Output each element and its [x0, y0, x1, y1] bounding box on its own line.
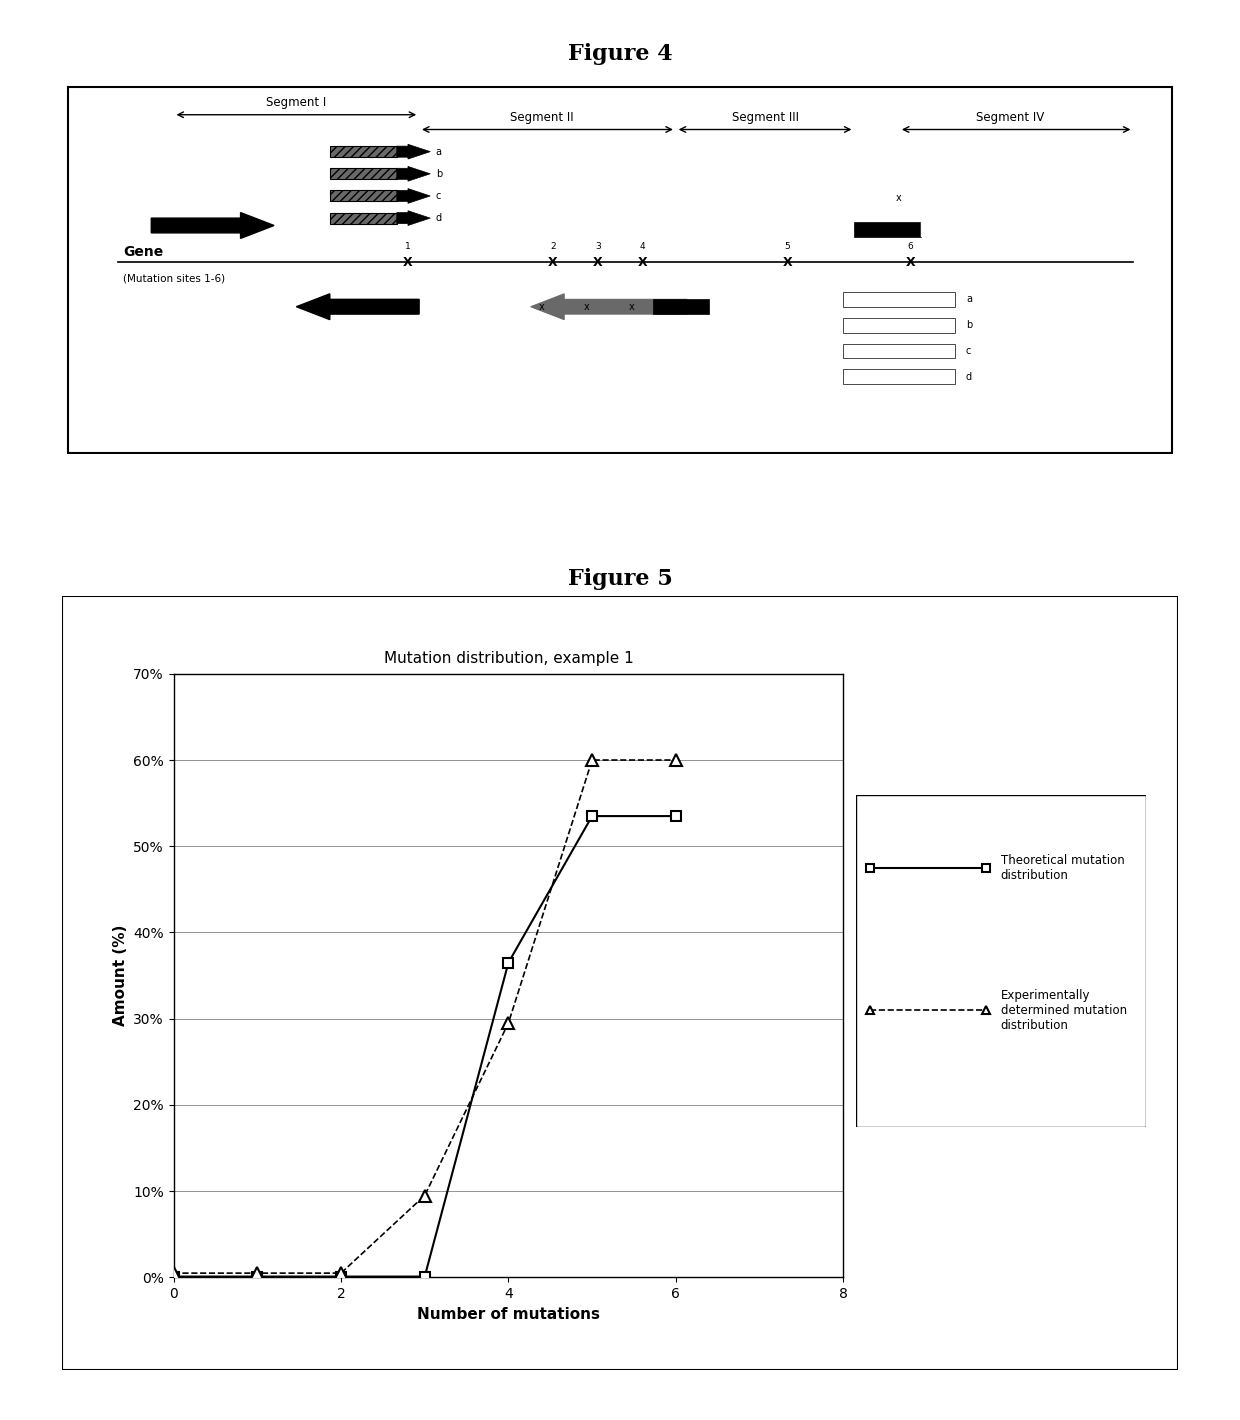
- Text: Segment I: Segment I: [267, 97, 326, 109]
- Theoretical mutation
distribution: [585, 808, 600, 825]
- FancyArrow shape: [397, 166, 430, 182]
- Text: X: X: [403, 256, 413, 268]
- Text: Gene: Gene: [123, 244, 164, 258]
- Text: 4: 4: [640, 243, 645, 251]
- Bar: [843, 318, 955, 332]
- Text: Segment II: Segment II: [510, 111, 574, 124]
- FancyArrow shape: [397, 189, 430, 203]
- FancyArrow shape: [921, 219, 966, 240]
- Experimentally
determined mutation
distribution: [668, 751, 683, 768]
- Text: X: X: [548, 256, 558, 268]
- X-axis label: Number of mutations: Number of mutations: [417, 1306, 600, 1322]
- Theoretical mutation
distribution: [250, 1268, 265, 1285]
- Text: x: x: [539, 301, 544, 312]
- FancyArrow shape: [296, 294, 419, 320]
- Bar: [330, 213, 397, 223]
- Line: Experimentally
determined mutation
distribution: Experimentally determined mutation distr…: [169, 754, 681, 1278]
- Text: 5: 5: [785, 243, 790, 251]
- Bar: [330, 168, 397, 179]
- Text: X: X: [782, 256, 792, 268]
- Bar: [330, 190, 397, 202]
- FancyArrow shape: [553, 209, 698, 241]
- Text: x: x: [584, 301, 589, 312]
- Line: Theoretical mutation
distribution: Theoretical mutation distribution: [169, 811, 681, 1281]
- Text: Figure 5: Figure 5: [568, 568, 672, 589]
- Theoretical mutation
distribution: [501, 954, 516, 971]
- Experimentally
determined mutation
distribution: [166, 1265, 181, 1282]
- Bar: [843, 369, 955, 385]
- Text: x: x: [629, 301, 634, 312]
- Text: (Mutation sites 1-6): (Mutation sites 1-6): [123, 274, 226, 284]
- Text: d: d: [966, 372, 972, 382]
- Text: b: b: [966, 320, 972, 331]
- Text: X: X: [637, 256, 647, 268]
- Experimentally
determined mutation
distribution: [334, 1265, 348, 1282]
- FancyArrow shape: [776, 314, 843, 337]
- Text: c: c: [966, 346, 971, 356]
- Theoretical mutation
distribution: [417, 1268, 433, 1285]
- Text: x: x: [897, 193, 901, 203]
- FancyArrow shape: [397, 145, 430, 159]
- Experimentally
determined mutation
distribution: [501, 1014, 516, 1031]
- Text: Segment IV: Segment IV: [976, 111, 1045, 124]
- Experimentally
determined mutation
distribution: [585, 751, 600, 768]
- Bar: [843, 293, 955, 307]
- Text: Experimentally
determined mutation
distribution: Experimentally determined mutation distr…: [1001, 988, 1127, 1032]
- Title: Mutation distribution, example 1: Mutation distribution, example 1: [383, 650, 634, 666]
- Text: 2: 2: [551, 243, 556, 251]
- Bar: [843, 344, 955, 358]
- FancyArrow shape: [151, 213, 274, 239]
- Text: b: b: [436, 169, 443, 179]
- FancyArrow shape: [1078, 295, 1133, 318]
- Text: Figure 4: Figure 4: [568, 43, 672, 64]
- Text: Theoretical mutation
distribution: Theoretical mutation distribution: [1001, 853, 1125, 882]
- Text: Segment III: Segment III: [732, 111, 799, 124]
- FancyArrow shape: [776, 339, 843, 362]
- Text: d: d: [436, 213, 441, 223]
- Text: 3: 3: [595, 243, 600, 251]
- FancyArrow shape: [397, 210, 430, 226]
- Theoretical mutation
distribution: [166, 1268, 181, 1285]
- Experimentally
determined mutation
distribution: [417, 1187, 433, 1204]
- Text: X: X: [905, 256, 915, 268]
- Text: 6: 6: [908, 243, 913, 251]
- Text: a: a: [436, 146, 441, 156]
- Theoretical mutation
distribution: [668, 808, 683, 825]
- Bar: [854, 222, 921, 237]
- FancyArrow shape: [531, 294, 687, 320]
- Bar: [330, 146, 397, 158]
- Theoretical mutation
distribution: [334, 1268, 348, 1285]
- FancyArrow shape: [776, 288, 843, 311]
- Text: X: X: [593, 256, 603, 268]
- Bar: [653, 300, 709, 314]
- Experimentally
determined mutation
distribution: [250, 1265, 265, 1282]
- Text: c: c: [436, 190, 441, 202]
- FancyArrow shape: [776, 366, 843, 388]
- Y-axis label: Amount (%): Amount (%): [113, 924, 128, 1027]
- Text: 1: 1: [405, 243, 410, 251]
- Text: a: a: [966, 294, 972, 304]
